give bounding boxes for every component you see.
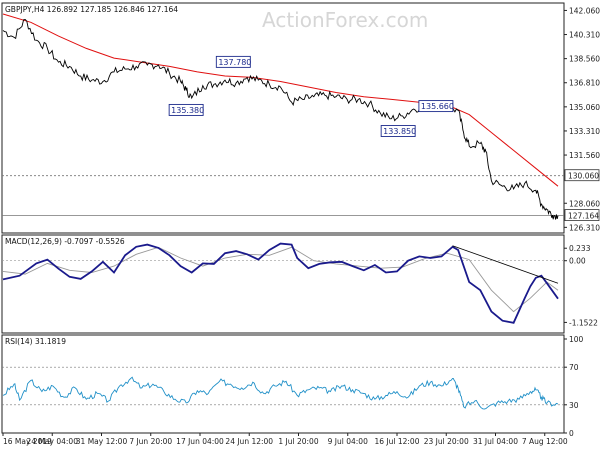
swing-annotation-box [380, 125, 416, 137]
price-y-tick-label: 133.310 [569, 127, 600, 136]
price-panel-frame [1, 2, 565, 234]
rsi-line [2, 376, 559, 410]
price-y-tick-label: 131.560 [569, 151, 600, 160]
watermark: ActionForex.com [262, 8, 428, 32]
price-y-tick-label: 126.310 [569, 223, 600, 232]
swing-annotation-box [168, 103, 204, 116]
price-y-tick-label: 136.810 [569, 79, 600, 88]
rsi-layer [2, 366, 564, 410]
rsi-y-tick-label: 0 [569, 429, 574, 438]
x-tick-label: 24 Jun 12:00 [225, 437, 273, 446]
price-label-text: 127.164 [568, 212, 599, 221]
rsi-y-tick-label: 100 [569, 335, 584, 344]
x-tick-label: 16 May 2019 [3, 437, 52, 446]
macd-panel-header: MACD(12,26,9) -0.7097 -0.5526 [5, 237, 125, 246]
price-label-box [564, 209, 600, 221]
x-tick-label: 7 Aug 12:00 [522, 437, 568, 446]
x-tick-label: 1 Jul 20:00 [278, 437, 318, 446]
price-y-tick-label: 128.060 [569, 199, 600, 208]
x-tick-label: 17 Jun 04:00 [176, 437, 224, 446]
moving-average-line [2, 13, 559, 187]
price-label-box [564, 169, 600, 182]
macd-trendline [452, 245, 559, 284]
macd-signal-line [2, 246, 559, 313]
swing-annotation-label: 135.660 [421, 102, 454, 111]
swing-annotation-box [418, 100, 454, 113]
x-tick-label: 7 Jun 20:00 [129, 437, 172, 446]
rsi-y-tick-label: 70 [569, 363, 579, 372]
macd-y-tick-label: 0.00 [569, 257, 586, 266]
macd-y-tick-label: 0.233 [569, 244, 591, 253]
rsi-panel-frame [1, 334, 565, 434]
macd-y-tick-label: -1.1522 [569, 318, 598, 327]
rsi-panel-header: RSI(14) 31.1819 [5, 337, 66, 346]
macd-panel-frame [1, 234, 565, 334]
x-tick-label: 24 May 04:00 [27, 437, 79, 446]
price-y-tick-label: 140.310 [569, 31, 600, 40]
swing-annotation-label: 135.380 [171, 106, 204, 115]
swing-annotation-box [215, 55, 251, 68]
x-tick-label: 9 Jul 04:00 [328, 437, 368, 446]
price-label-text: 130.060 [568, 172, 599, 181]
x-tick-label: 31 May 12:00 [76, 437, 128, 446]
price-series-line [2, 19, 559, 220]
rsi-y-tick-label: 30 [569, 401, 579, 410]
macd-line [2, 242, 559, 324]
x-tick-label: 23 Jul 20:00 [424, 437, 469, 446]
swing-annotation-label: 133.850 [383, 127, 416, 136]
swing-annotation-label: 137.780 [218, 58, 251, 67]
price-panel-header: GBPJPY,H4 126.892 127.185 126.846 127.16… [5, 5, 178, 14]
price-y-tick-label: 142.060 [569, 6, 600, 15]
macd-layer [2, 242, 564, 324]
axis-layer: 142.060 140.310 138.560 136.810 135.060 133.3… [2, 6, 600, 446]
x-tick-label: 31 Jul 04:00 [473, 437, 518, 446]
x-tick-label: 16 Jul 12:00 [375, 437, 420, 446]
price-y-tick-label: 135.060 [569, 103, 600, 112]
price-layer: 137.780 135.380 133.850 135.660 [2, 13, 564, 220]
price-y-tick-label: 138.560 [569, 55, 600, 64]
